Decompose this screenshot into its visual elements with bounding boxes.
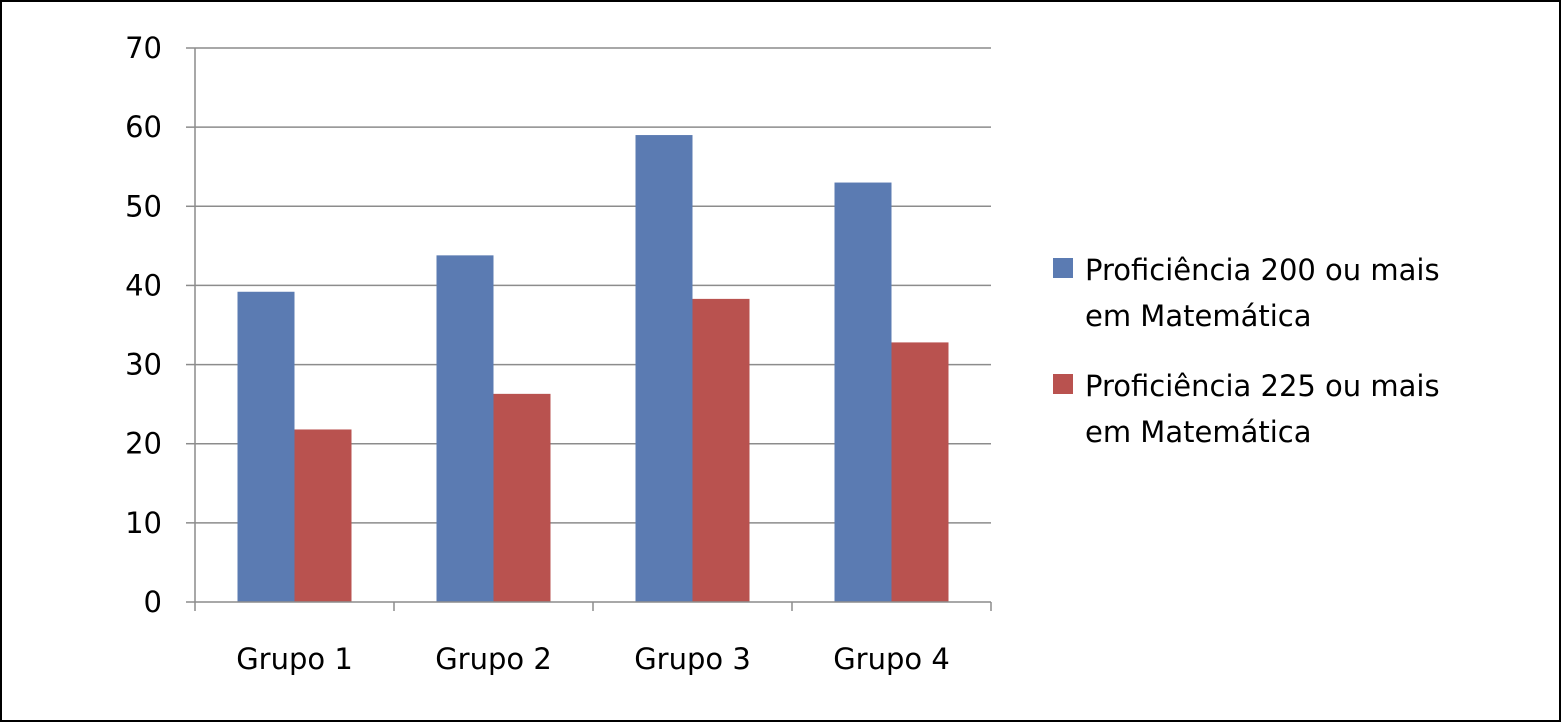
legend-swatch	[1053, 258, 1073, 278]
y-tick-label: 10	[125, 506, 162, 540]
bars	[237, 135, 949, 603]
y-tick-label: 40	[125, 268, 162, 302]
tick-labels: 0 10 20 30 40 50 60 70 Grupo 1 Grupo 2 Grupo 3 Grup…	[125, 31, 950, 676]
legend-swatch	[1053, 374, 1073, 394]
y-tick-label: 50	[125, 189, 162, 223]
legend: Proficiência 200 ou mais em Matemática Pro…	[1053, 253, 1440, 449]
bar-series-1-grupo-4	[834, 182, 892, 603]
bar-series-2-grupo-2	[493, 393, 551, 602]
y-tick-label: 70	[125, 31, 162, 65]
bar-series-2-grupo-4	[891, 342, 949, 602]
bar-series-1-grupo-1	[237, 291, 295, 602]
y-tick-label: 0	[144, 585, 162, 619]
bar-series-2-grupo-3	[692, 298, 750, 602]
y-tick-label: 20	[125, 427, 162, 461]
bar-series-1-grupo-2	[436, 255, 494, 602]
legend-label: em Matemática	[1085, 415, 1311, 449]
y-tick-label: 60	[125, 110, 162, 144]
legend-label: Proficiência 200 ou mais	[1085, 253, 1440, 287]
axes	[186, 47, 992, 611]
x-tick-label: Grupo 1	[236, 642, 353, 676]
x-tick-label: Grupo 4	[833, 642, 950, 676]
x-tick-label: Grupo 3	[634, 642, 751, 676]
bar-series-1-grupo-3	[635, 135, 693, 603]
legend-label: Proficiência 225 ou mais	[1085, 369, 1440, 403]
x-tick-label: Grupo 2	[435, 642, 552, 676]
legend-label: em Matemática	[1085, 299, 1311, 333]
bar-series-2-grupo-1	[294, 429, 352, 602]
y-tick-label: 30	[125, 348, 162, 382]
